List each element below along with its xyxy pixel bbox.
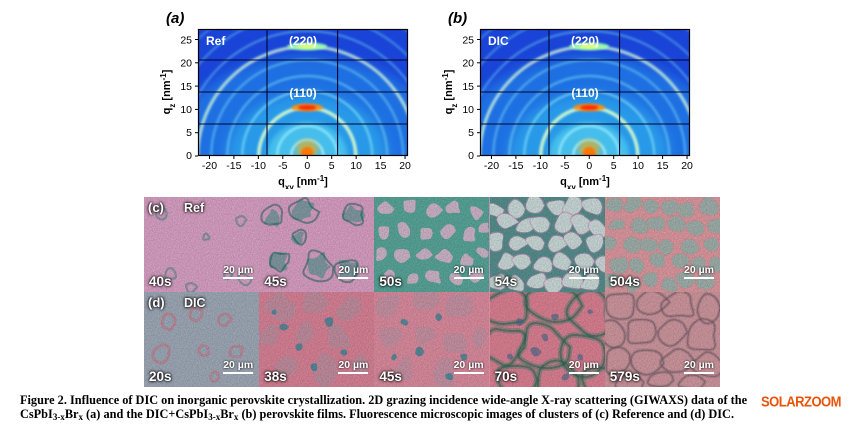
- svg-text:5: 5: [186, 127, 192, 139]
- svg-text:5: 5: [611, 160, 617, 172]
- svg-text:(110): (110): [571, 86, 598, 100]
- svg-text:-15: -15: [226, 160, 241, 172]
- svg-text:-5: -5: [278, 160, 287, 172]
- svg-text:0: 0: [304, 160, 310, 172]
- svg-text:0: 0: [186, 150, 192, 162]
- svg-text:(220): (220): [289, 34, 317, 48]
- svg-text:-20: -20: [202, 160, 217, 172]
- svg-text:0: 0: [586, 160, 592, 172]
- svg-text:qxy [nm-1]: qxy [nm-1]: [560, 174, 610, 190]
- svg-text:10: 10: [462, 104, 474, 116]
- svg-text:-20: -20: [484, 160, 499, 172]
- svg-text:20: 20: [399, 160, 411, 172]
- svg-text:(220): (220): [571, 34, 599, 48]
- svg-text:25: 25: [462, 35, 474, 47]
- svg-text:qz [nm-1]: qz [nm-1]: [441, 69, 459, 114]
- svg-text:-10: -10: [251, 160, 266, 172]
- svg-text:5: 5: [329, 160, 335, 172]
- svg-text:5: 5: [468, 127, 474, 139]
- svg-text:25: 25: [180, 35, 192, 47]
- svg-text:DIC: DIC: [488, 34, 509, 48]
- svg-text:(110): (110): [289, 86, 316, 100]
- svg-text:15: 15: [375, 160, 387, 172]
- svg-text:20: 20: [180, 58, 192, 70]
- svg-text:Ref: Ref: [206, 34, 226, 48]
- svg-text:qz [nm-1]: qz [nm-1]: [159, 69, 177, 114]
- svg-text:20: 20: [462, 58, 474, 70]
- svg-text:15: 15: [180, 81, 192, 93]
- svg-text:10: 10: [350, 160, 362, 172]
- svg-text:-15: -15: [508, 160, 523, 172]
- svg-text:10: 10: [632, 160, 644, 172]
- svg-text:0: 0: [468, 150, 474, 162]
- svg-text:20: 20: [681, 160, 693, 172]
- svg-text:qxy [nm-1]: qxy [nm-1]: [278, 174, 328, 190]
- svg-text:15: 15: [462, 81, 474, 93]
- svg-text:15: 15: [657, 160, 669, 172]
- svg-text:-10: -10: [533, 160, 548, 172]
- svg-text:10: 10: [180, 104, 192, 116]
- svg-text:-5: -5: [560, 160, 569, 172]
